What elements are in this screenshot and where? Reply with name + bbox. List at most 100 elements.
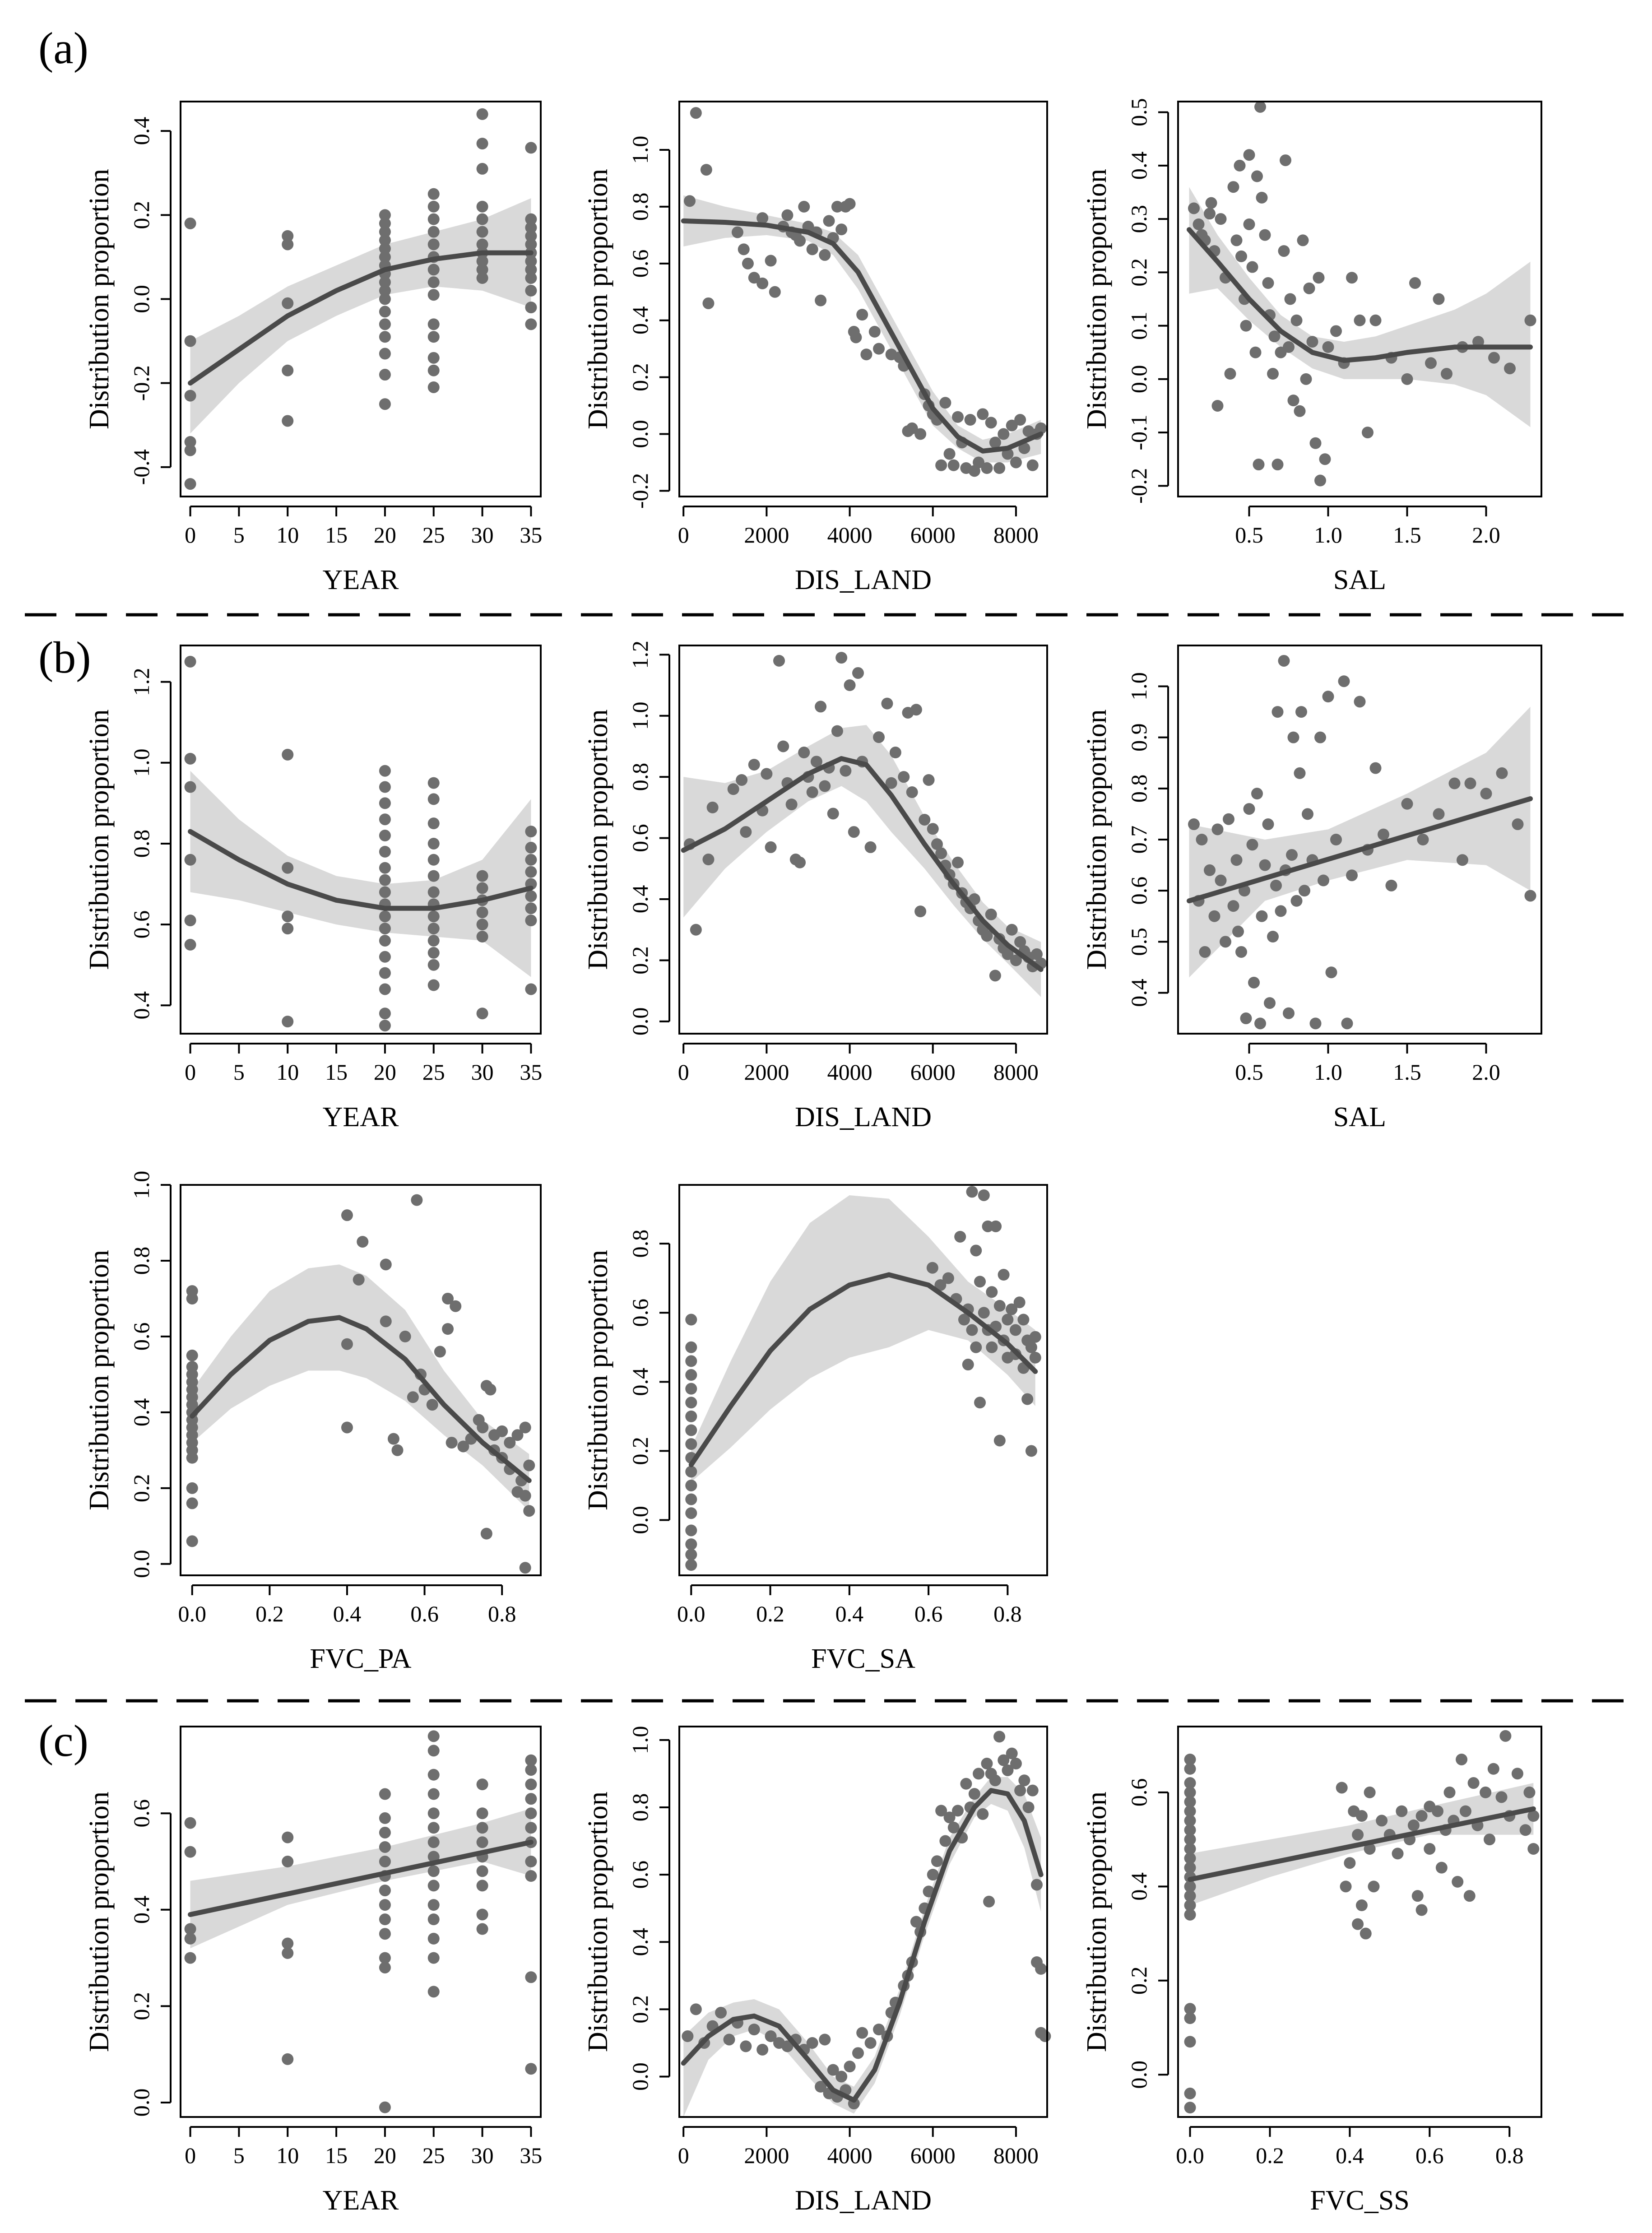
data-point: [898, 771, 910, 783]
data-point: [186, 1482, 198, 1494]
data-point: [835, 652, 848, 664]
data-point: [525, 983, 537, 995]
data-point: [1299, 885, 1310, 897]
data-point: [769, 286, 781, 298]
data-point: [1188, 202, 1200, 214]
data-point: [379, 217, 391, 229]
data-point: [184, 781, 196, 793]
data-point: [1243, 149, 1255, 161]
data-point: [476, 1923, 488, 1935]
data-point: [1495, 1791, 1508, 1803]
x-axis-title: DIS_LAND: [795, 1102, 932, 1133]
data-point: [427, 331, 440, 343]
data-point: [353, 1273, 365, 1286]
data-point: [943, 448, 956, 460]
data-point: [690, 107, 702, 119]
data-point: [798, 747, 810, 759]
y-tick-label: 0.2: [627, 1995, 653, 2024]
data-point: [379, 242, 391, 255]
data-point: [427, 226, 440, 238]
data-point: [1215, 874, 1227, 887]
data-point: [1014, 1784, 1026, 1797]
data-point: [1448, 777, 1461, 789]
data-point: [910, 704, 922, 716]
data-point: [819, 780, 831, 792]
data-point: [1022, 1801, 1035, 1813]
data-point: [873, 343, 885, 355]
y-tick-label: 1.0: [627, 1726, 653, 1755]
data-point: [379, 983, 391, 995]
data-point: [525, 318, 537, 330]
data-point: [379, 293, 391, 305]
data-point: [1199, 946, 1211, 958]
data-point: [981, 462, 993, 474]
data-point: [427, 793, 440, 805]
x-axis-title: SAL: [1333, 565, 1386, 595]
confidence-band: [1189, 706, 1531, 978]
data-point: [379, 967, 391, 979]
y-tick-label: 0.0: [627, 1007, 653, 1036]
data-point: [379, 1788, 391, 1800]
data-point: [827, 2064, 839, 2076]
data-point: [427, 1880, 440, 1892]
data-point: [476, 1807, 488, 1820]
data-point: [427, 1952, 440, 1964]
chart-panel-8: 0.0 0.2 0.4 0.6 0.8 0.0 0.2 0.4 0.6 0.8 FVC_SA Dist…: [583, 1184, 1048, 1674]
data-point: [427, 1745, 440, 1757]
data-point: [1013, 1296, 1026, 1309]
data-point: [379, 1826, 391, 1838]
data-point: [1504, 362, 1516, 375]
data-point: [1262, 818, 1274, 831]
plot-frame: [678, 101, 1048, 497]
y-tick-label: 1.0: [129, 1171, 154, 1199]
fit-curve: [1187, 796, 1533, 904]
data-point: [935, 1805, 947, 1817]
x-tick-label: 0.4: [1336, 2143, 1364, 2168]
data-point: [844, 679, 856, 692]
y-axis-title: Distribution proportion: [84, 1250, 115, 1510]
data-point: [1006, 924, 1018, 936]
y-tick-label: 0.5: [1126, 928, 1151, 956]
data-point: [993, 462, 1006, 474]
y-tick-label: 0.4: [1126, 1872, 1151, 1901]
data-point: [1211, 823, 1224, 836]
data-point: [1205, 197, 1217, 209]
data-point: [993, 1300, 1006, 1312]
data-point: [476, 931, 488, 942]
data-point: [379, 910, 391, 923]
data-point: [186, 1535, 198, 1547]
data-point: [282, 1831, 294, 1843]
data-point: [1014, 936, 1026, 948]
y-tick-label: 0.2: [627, 1437, 653, 1465]
data-point: [1184, 2087, 1196, 2099]
data-point: [1306, 336, 1318, 348]
data-point: [685, 1438, 697, 1450]
data-point: [476, 238, 488, 251]
data-point: [1283, 1007, 1295, 1019]
y-tick-label: 0.8: [627, 763, 653, 791]
data-point: [525, 1754, 537, 1766]
data-point: [1256, 910, 1268, 922]
data-point: [525, 284, 537, 297]
y-tick-label: 0.4: [129, 117, 154, 145]
data-point: [765, 255, 777, 267]
chart-panel-5: 0 2000 4000 6000 8000 0.0 0.2 0.4 0.6 0.8 1.0 1.2 DI…: [583, 641, 1048, 1133]
data-point: [685, 1383, 697, 1395]
data-point: [379, 886, 391, 898]
data-point: [1376, 1815, 1388, 1827]
data-point: [379, 1885, 391, 1897]
data-point: [685, 1410, 697, 1422]
plot-frame: [180, 1184, 542, 1576]
data-point: [954, 1230, 966, 1243]
data-point: [1002, 948, 1014, 960]
data-point: [1246, 839, 1258, 851]
data-point: [379, 951, 391, 963]
x-tick-label: 0: [185, 2143, 196, 2168]
confidence-band: [1189, 187, 1531, 427]
data-point: [1484, 1834, 1495, 1846]
data-point: [815, 294, 827, 306]
data-point: [184, 1817, 196, 1829]
y-tick-label: 0.2: [129, 1992, 154, 2020]
data-point: [391, 1444, 404, 1456]
x-tick-label: 0.6: [1415, 2143, 1444, 2168]
